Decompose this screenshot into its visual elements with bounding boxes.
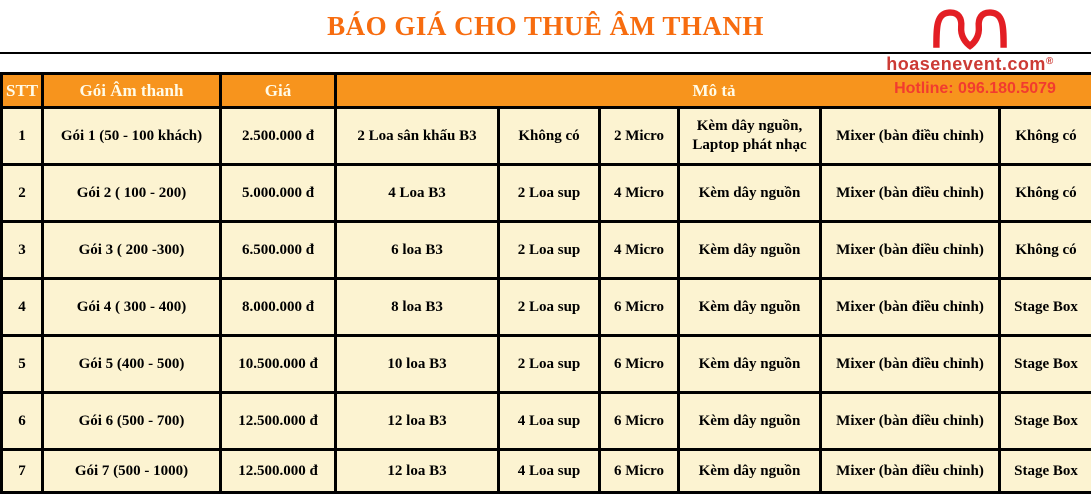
cell-mixer: Mixer (bàn điều chỉnh) [819,106,1001,166]
cell-main-speakers: 4 Loa B3 [334,163,500,223]
cell-accessories: Kèm dây nguồn [677,448,822,494]
cell-price: 12.500.000 đ [219,448,337,494]
cell-price: 2.500.000 đ [219,106,337,166]
cell-mixer: Mixer (bàn điều chỉnh) [819,277,1001,337]
cell-package: Gói 3 ( 200 -300) [41,220,222,280]
title-divider [0,52,1091,54]
cell-stage-box: Không có [997,106,1091,166]
cell-mixer: Mixer (bàn điều chỉnh) [819,334,1001,394]
cell-accessories: Kèm dây nguồn [677,277,822,337]
cell-main-speakers: 2 Loa sân khấu B3 [334,106,500,166]
cell-stt: 7 [0,448,44,494]
header-gia: Giá [219,72,337,109]
cell-package: Gói 6 (500 - 700) [41,391,222,451]
cell-mixer: Mixer (bàn điều chỉnh) [819,220,1001,280]
cell-package: Gói 2 ( 100 - 200) [41,163,222,223]
cell-stage-box: Stage Box [997,391,1091,451]
page-title: BÁO GIÁ CHO THUÊ ÂM THANH [327,11,764,41]
cell-package: Gói 1 (50 - 100 khách) [41,106,222,166]
cell-sub-speakers: 4 Loa sup [497,448,601,494]
cell-stage-box: Stage Box [997,334,1091,394]
cell-main-speakers: 12 loa B3 [334,448,500,494]
cell-accessories: Kèm dây nguồn, Laptop phát nhạc [677,106,822,166]
brand-website[interactable]: hoasenevent.com® [878,54,1062,75]
cell-stage-box: Stage Box [997,277,1091,337]
cell-stage-box: Không có [997,220,1091,280]
cell-stt: 4 [0,277,44,337]
cell-stage-box: Không có [997,163,1091,223]
cell-stt: 5 [0,334,44,394]
cell-price: 10.500.000 đ [219,334,337,394]
cell-price: 6.500.000 đ [219,220,337,280]
cell-micro: 6 Micro [598,277,680,337]
header-stt: STT [0,72,44,109]
table-header-row: STT Gói Âm thanh Giá Mô tả [0,72,1091,109]
cell-stt: 2 [0,163,44,223]
cell-micro: 4 Micro [598,220,680,280]
cell-sub-speakers: Không có [497,106,601,166]
lotus-logo-icon [933,9,1007,50]
registered-mark: ® [1045,56,1054,67]
cell-main-speakers: 12 loa B3 [334,391,500,451]
cell-mixer: Mixer (bàn điều chỉnh) [819,163,1001,223]
cell-package: Gói 4 ( 300 - 400) [41,277,222,337]
header-mo-ta: Mô tả [333,72,1091,109]
cell-sub-speakers: 4 Loa sup [497,391,601,451]
cell-main-speakers: 6 loa B3 [334,220,500,280]
table-row: 5 Gói 5 (400 - 500) 10.500.000 đ 10 loa B3 2… [0,334,1091,394]
cell-micro: 6 Micro [598,334,680,394]
cell-mixer: Mixer (bàn điều chỉnh) [819,448,1001,494]
hotline-text: Hotline: 096.180.5079 [894,80,1056,97]
cell-accessories: Kèm dây nguồn [677,334,822,394]
cell-micro: 6 Micro [598,448,680,494]
cell-package: Gói 5 (400 - 500) [41,334,222,394]
cell-accessories: Kèm dây nguồn [677,163,822,223]
header-goi-am-thanh: Gói Âm thanh [41,72,222,109]
cell-stage-box: Stage Box [997,448,1091,494]
cell-stt: 1 [0,106,44,166]
cell-sub-speakers: 2 Loa sup [497,163,601,223]
cell-mixer: Mixer (bàn điều chỉnh) [819,391,1001,451]
cell-accessories: Kèm dây nguồn [677,220,822,280]
cell-price: 8.000.000 đ [219,277,337,337]
cell-price: 5.000.000 đ [219,163,337,223]
cell-sub-speakers: 2 Loa sup [497,277,601,337]
cell-price: 12.500.000 đ [219,391,337,451]
table-row: 7 Gói 7 (500 - 1000) 12.500.000 đ 12 loa B3… [0,448,1091,494]
cell-accessories: Kèm dây nguồn [677,391,822,451]
cell-stt: 6 [0,391,44,451]
cell-micro: 4 Micro [598,163,680,223]
cell-main-speakers: 10 loa B3 [334,334,500,394]
cell-sub-speakers: 2 Loa sup [497,334,601,394]
cell-main-speakers: 8 loa B3 [334,277,500,337]
website-text: hoasenevent.com [886,54,1046,74]
cell-micro: 6 Micro [598,391,680,451]
cell-micro: 2 Micro [598,106,680,166]
table-row: 6 Gói 6 (500 - 700) 12.500.000 đ 12 loa B3 4… [0,391,1091,451]
cell-stt: 3 [0,220,44,280]
price-table: STT Gói Âm thanh Giá Mô tả 1 Gói 1 (50 - … [0,72,1091,494]
cell-sub-speakers: 2 Loa sup [497,220,601,280]
cell-package: Gói 7 (500 - 1000) [41,448,222,494]
